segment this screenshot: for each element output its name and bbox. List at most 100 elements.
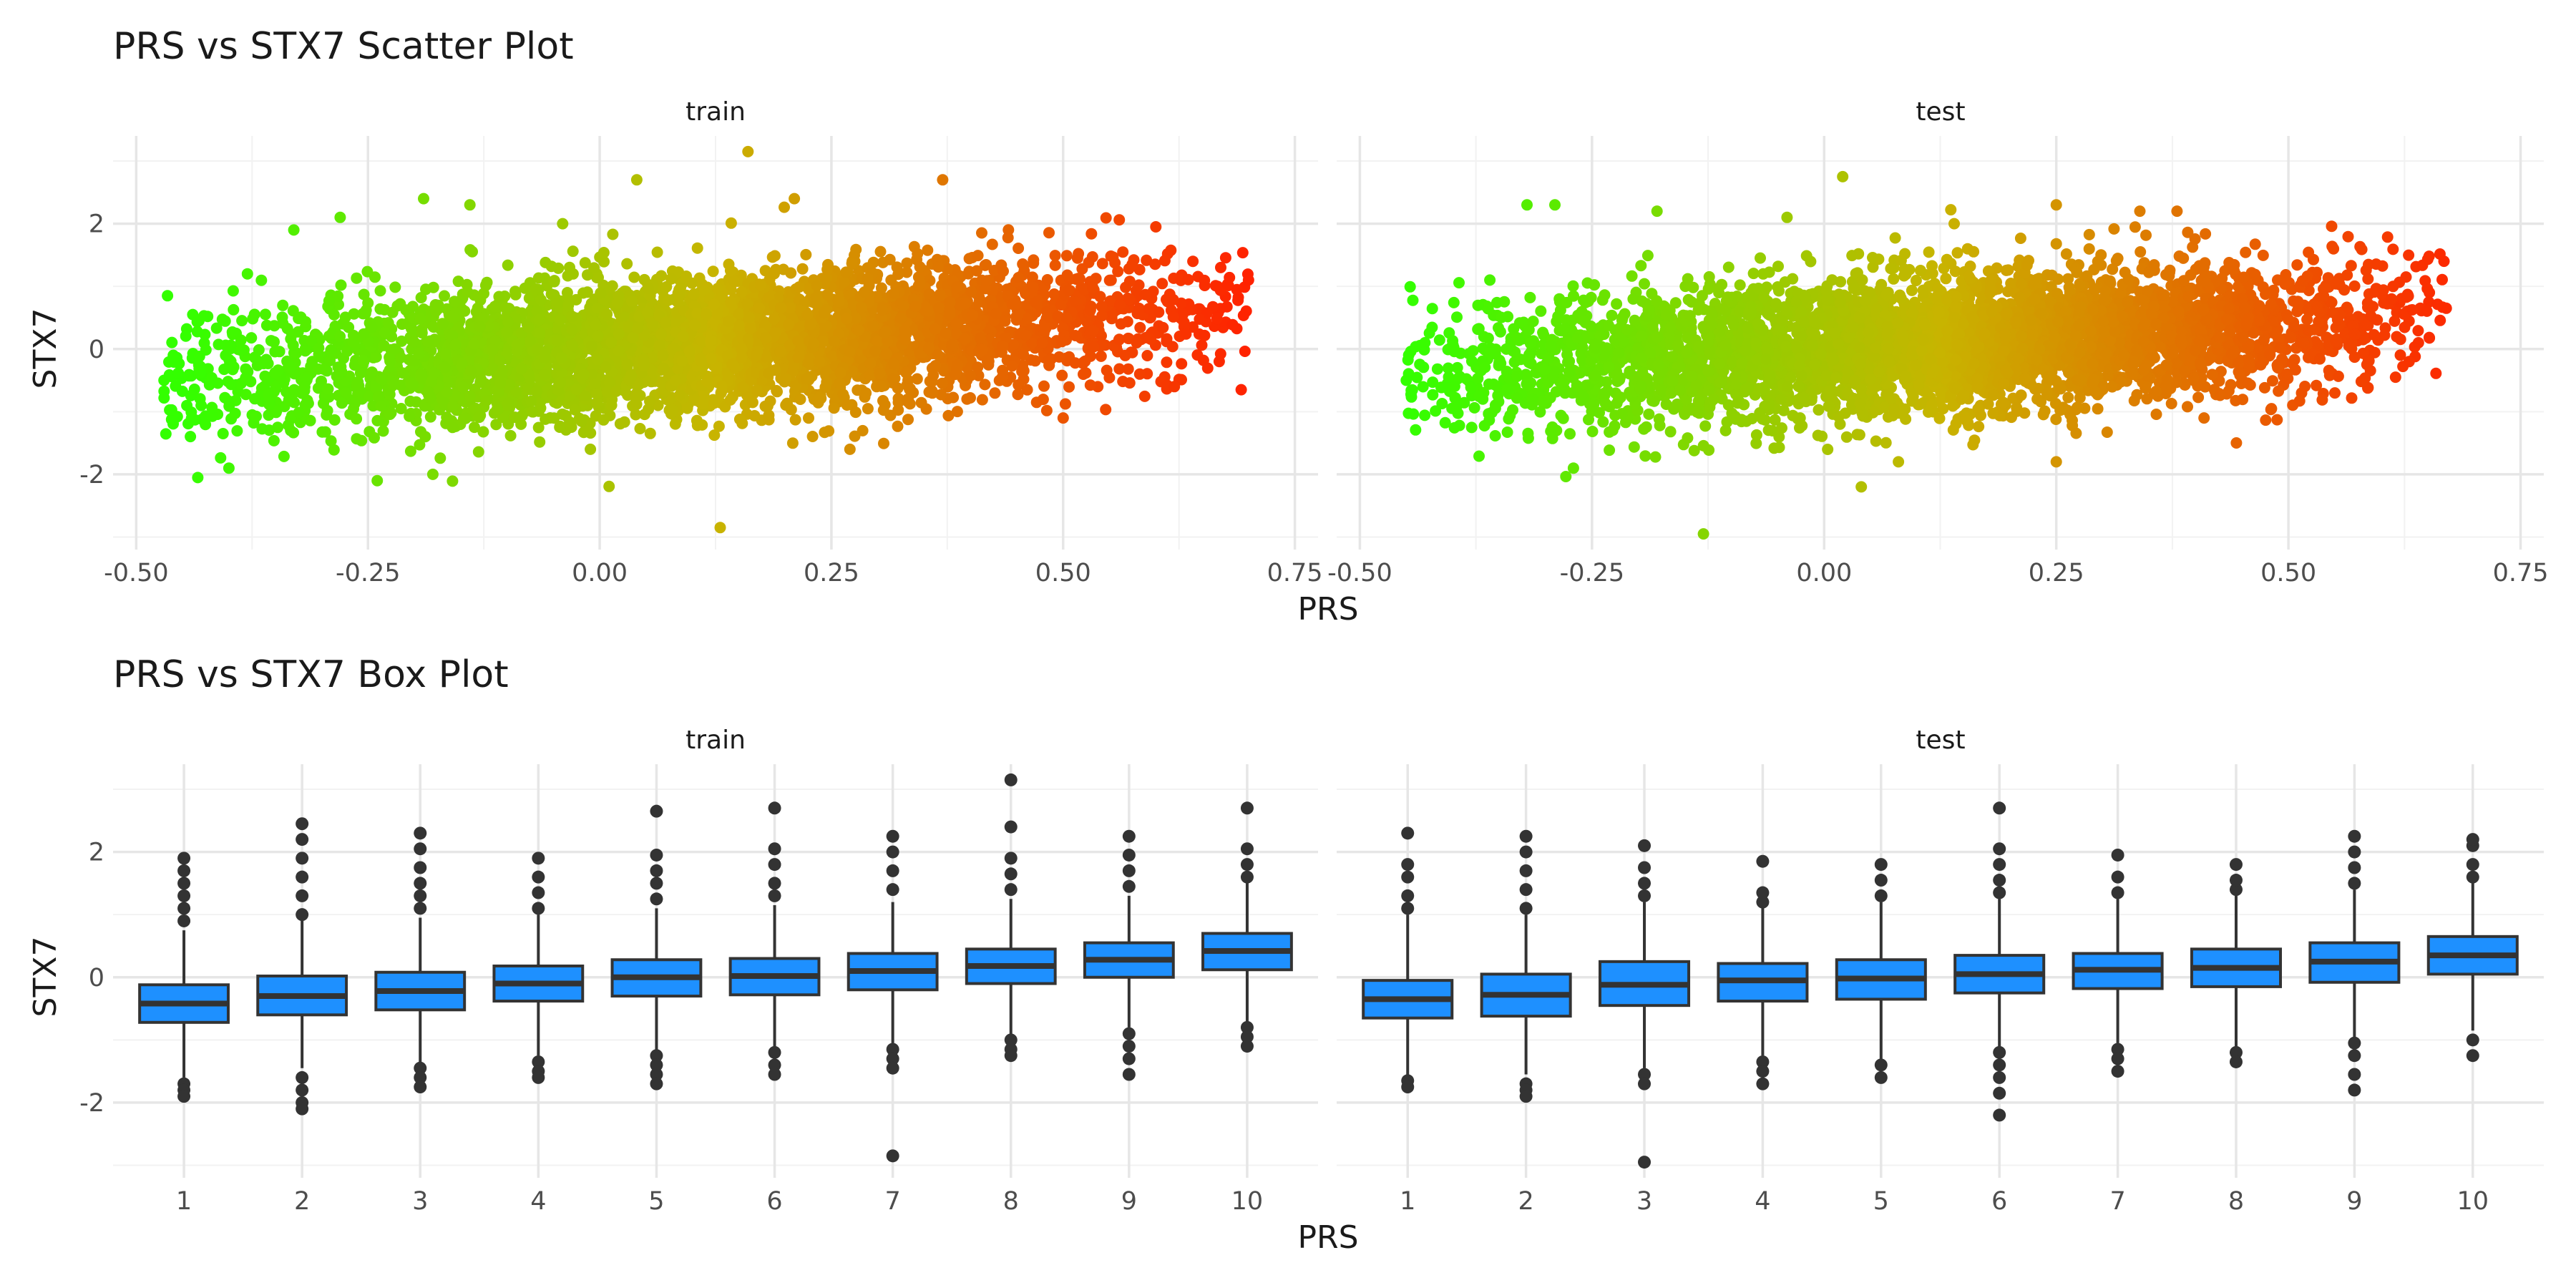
scatter-point xyxy=(701,376,713,388)
scatter-point xyxy=(746,396,758,409)
scatter-point xyxy=(844,346,856,358)
scatter-point xyxy=(515,363,527,375)
scatter-point xyxy=(561,287,573,298)
scatter-point xyxy=(986,238,998,250)
scatter-point xyxy=(697,398,709,410)
scatter-point xyxy=(821,263,834,275)
scatter-point xyxy=(185,412,197,424)
scatter-point xyxy=(811,280,823,292)
scatter-point xyxy=(759,265,771,277)
scatter-point xyxy=(892,268,904,280)
scatter-point xyxy=(472,446,484,458)
scatter-point xyxy=(413,348,425,360)
scatter-point xyxy=(976,227,987,239)
scatter-point xyxy=(160,428,172,440)
scatter-point xyxy=(937,174,949,186)
x-tick-label: -0.50 xyxy=(1327,559,1392,587)
scatter-point xyxy=(724,394,736,406)
scatter-point xyxy=(768,313,780,325)
scatter-point xyxy=(733,308,745,320)
scatter-point xyxy=(674,389,686,401)
scatter-point xyxy=(268,336,280,348)
scatter-point xyxy=(1117,246,1129,258)
scatter-point xyxy=(1150,221,1162,233)
scatter-plot-section: PRS vs STX7 Scatter Plot train test -0.5… xyxy=(27,25,2549,628)
scatter-point xyxy=(1235,384,1247,396)
scatter-point xyxy=(999,315,1011,327)
scatter-point xyxy=(1061,269,1073,281)
scatter-point xyxy=(502,316,514,328)
scatter-point xyxy=(855,301,867,313)
scatter-point xyxy=(316,426,328,438)
scatter-point xyxy=(680,270,693,282)
scatter-point xyxy=(909,301,922,313)
scatter-point xyxy=(371,414,384,426)
scatter-point xyxy=(347,329,359,341)
scatter-point xyxy=(792,351,804,364)
scatter-point xyxy=(733,320,745,332)
scatter-point xyxy=(1087,324,1099,336)
scatter-point xyxy=(981,356,993,368)
scatter-point xyxy=(769,268,780,280)
scatter-point xyxy=(1049,259,1061,271)
scatter-point xyxy=(1232,294,1244,306)
scatter-point xyxy=(424,411,436,423)
scatter-point xyxy=(688,288,701,300)
scatter-point xyxy=(1176,358,1188,370)
scatter-point xyxy=(567,245,579,258)
scatter-point xyxy=(801,373,813,385)
scatter-point xyxy=(653,339,665,351)
x-tick-label: 0.25 xyxy=(804,559,859,587)
scatter-point xyxy=(504,429,517,441)
scatter-point xyxy=(408,336,420,348)
scatter-point xyxy=(657,349,669,361)
scatter-point xyxy=(663,294,675,306)
scatter-point xyxy=(1161,356,1173,369)
scatter-point xyxy=(249,351,260,364)
scatter-point xyxy=(366,366,378,379)
scatter-point xyxy=(502,259,514,271)
scatter-point xyxy=(972,250,984,262)
scatter-point xyxy=(794,394,806,405)
scatter-point xyxy=(859,286,870,298)
scatter-point xyxy=(877,404,889,416)
scatter-point xyxy=(750,349,762,361)
x-tick-label: 0.50 xyxy=(2260,559,2316,587)
scatter-point xyxy=(779,201,790,213)
scatter-point xyxy=(245,332,258,344)
scatter-point xyxy=(1156,278,1169,290)
scatter-point xyxy=(1069,357,1081,369)
scatter-point xyxy=(971,265,982,277)
scatter-point xyxy=(434,452,447,464)
scatter-point xyxy=(1086,251,1098,263)
scatter-point xyxy=(621,258,633,270)
scatter-point xyxy=(490,419,502,431)
scatter-point xyxy=(965,286,977,298)
scatter-point xyxy=(902,394,914,405)
scatter-point xyxy=(595,287,607,299)
scatter-point xyxy=(990,308,1002,320)
scatter-point xyxy=(418,192,429,205)
scatter-point xyxy=(1100,212,1112,224)
scatter-point xyxy=(1219,252,1231,264)
scatter-point xyxy=(269,367,281,379)
scatter-point xyxy=(780,373,792,385)
scatter-point xyxy=(1040,404,1053,416)
scatter-point xyxy=(334,211,346,223)
scatter-point xyxy=(288,384,301,396)
scatter-point xyxy=(533,313,545,326)
scatter-point xyxy=(960,298,972,310)
scatter-point xyxy=(577,369,590,381)
scatter-point xyxy=(1049,250,1061,262)
scatter-point xyxy=(382,317,394,329)
scatter-point xyxy=(532,421,545,434)
scatter-point xyxy=(1073,248,1085,260)
scatter-point xyxy=(188,384,200,395)
scatter-point xyxy=(551,298,563,310)
scatter-point xyxy=(1020,329,1032,341)
scatter-point xyxy=(748,410,761,421)
scatter-point xyxy=(426,468,439,480)
scatter-point xyxy=(643,283,654,295)
scatter-point xyxy=(474,376,487,388)
scatter-point xyxy=(509,286,521,298)
